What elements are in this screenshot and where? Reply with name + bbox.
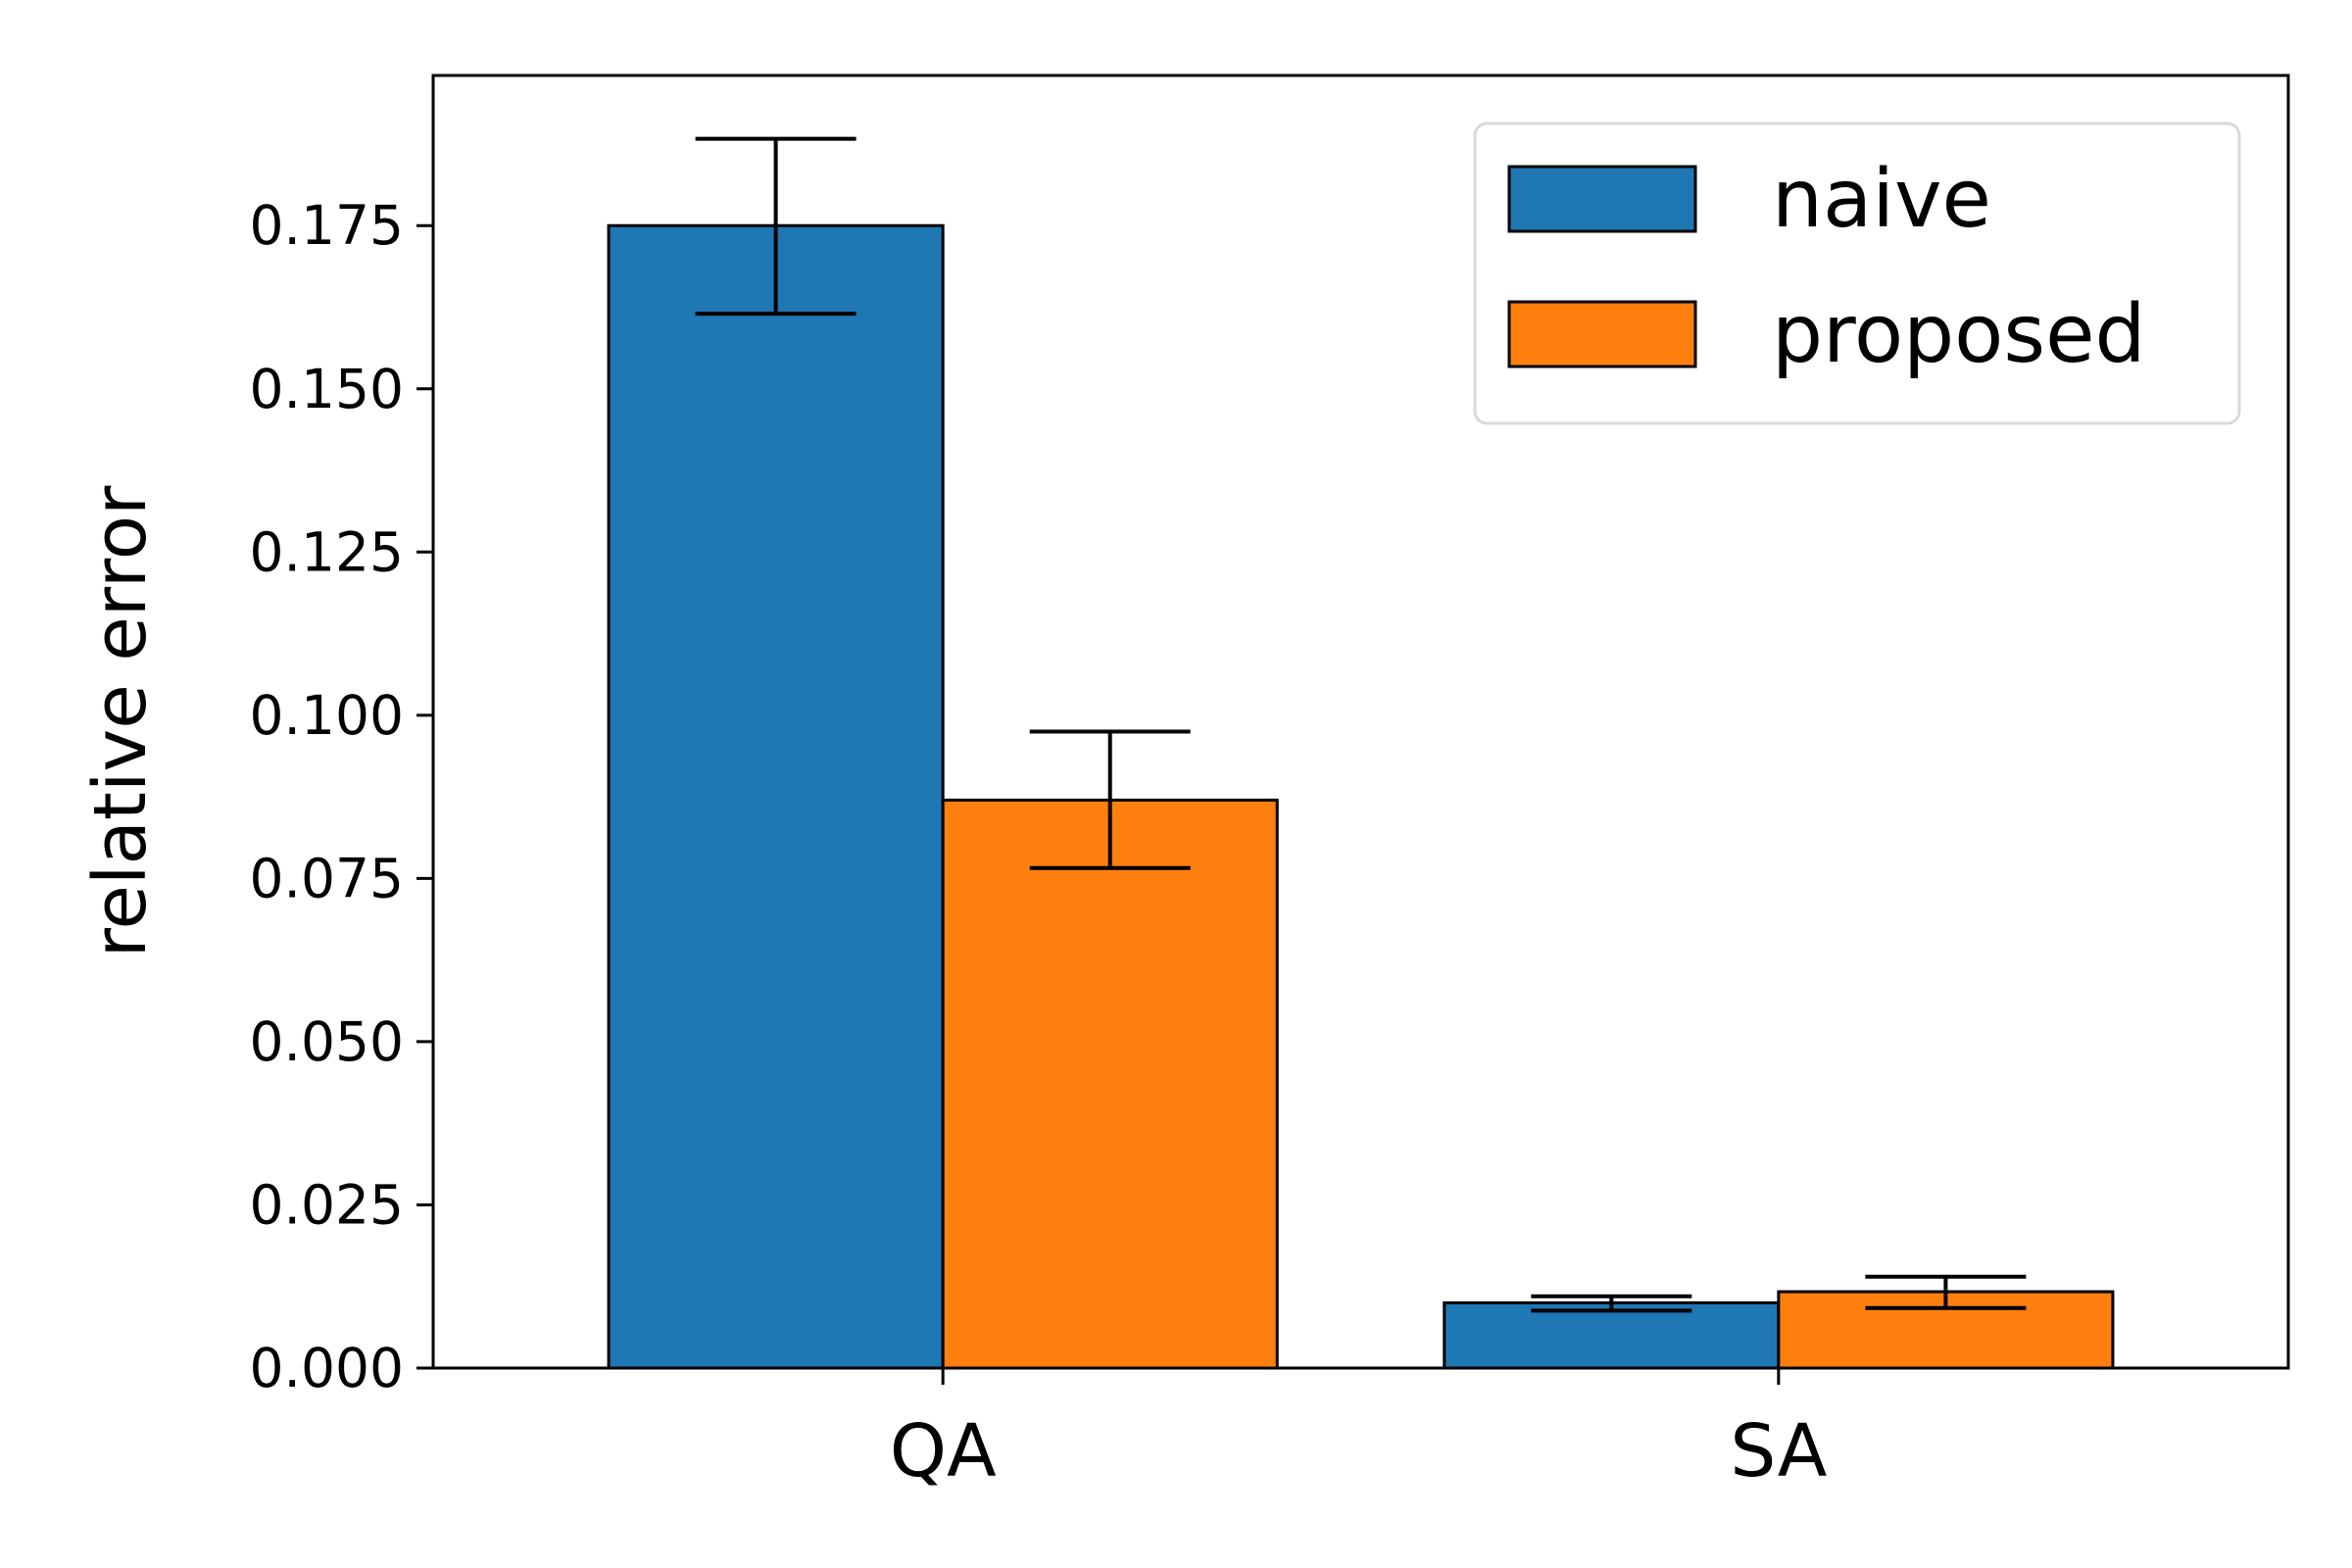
y-tick-label: 0.000 <box>250 1337 404 1399</box>
y-axis-label: relative error <box>78 485 163 957</box>
y-tick-label: 0.075 <box>250 847 404 909</box>
y-axis: 0.000 0.025 0.050 0.075 0.100 0.125 0.150 0.175 <box>250 194 433 1399</box>
x-tick-label: QA <box>890 1409 997 1494</box>
legend-label-naive: naive <box>1772 153 1991 246</box>
x-tick-label: SA <box>1730 1409 1827 1494</box>
x-axis: QA SA <box>890 1368 1828 1494</box>
y-tick-label: 0.175 <box>250 194 404 257</box>
legend-swatch-proposed <box>1507 300 1697 368</box>
y-tick-label: 0.050 <box>250 1010 404 1073</box>
legend-swatch-naive <box>1507 165 1697 233</box>
legend-label-proposed: proposed <box>1772 288 2146 381</box>
legend: naive proposed <box>1473 122 2241 425</box>
error-bars <box>695 136 2027 1313</box>
bars <box>607 223 2115 1370</box>
y-tick-label: 0.025 <box>250 1173 404 1236</box>
bar-proposed-QA <box>941 798 1279 1370</box>
bar-naive-QA <box>607 223 945 1370</box>
bar-proposed-SA <box>1777 1290 2115 1370</box>
plot-frame <box>431 74 2290 1370</box>
y-tick-label: 0.150 <box>250 358 404 420</box>
y-tick-label: 0.100 <box>250 684 404 747</box>
y-tick-label: 0.125 <box>250 520 404 583</box>
